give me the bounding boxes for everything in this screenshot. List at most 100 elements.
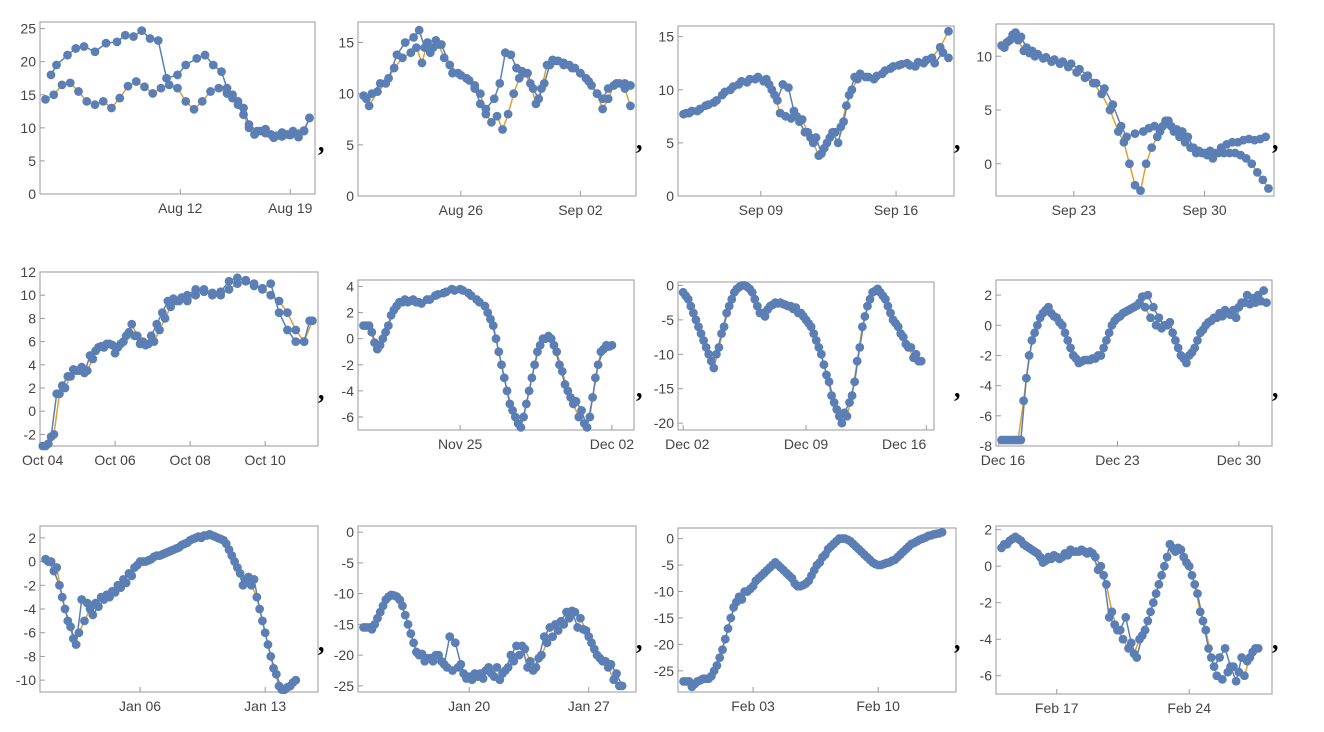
- data-point: [588, 392, 597, 402]
- data-point: [864, 72, 873, 82]
- data-point: [1264, 184, 1273, 193]
- y-tick-label: -20: [654, 415, 674, 431]
- data-point: [233, 96, 243, 106]
- data-point: [687, 682, 697, 692]
- data-point: [1137, 631, 1147, 640]
- data-point: [173, 83, 182, 93]
- data-point: [252, 126, 262, 136]
- data-point: [533, 347, 542, 357]
- y-tick-label: 8: [28, 310, 36, 326]
- data-point: [199, 287, 209, 297]
- data-point: [266, 279, 276, 288]
- data-point: [495, 675, 505, 685]
- data-point: [65, 78, 75, 88]
- data-point: [1241, 153, 1251, 163]
- data-point: [709, 666, 719, 676]
- data-point: [826, 542, 836, 551]
- data-point: [694, 322, 703, 332]
- data-point: [395, 595, 405, 605]
- data-point: [1066, 343, 1075, 353]
- data-point: [1148, 598, 1158, 608]
- data-point: [1130, 180, 1140, 190]
- y-tick-label: 15: [20, 87, 36, 103]
- data-point: [305, 113, 314, 123]
- data-point: [1198, 616, 1208, 626]
- data-point: [524, 386, 534, 396]
- data-point: [217, 67, 226, 77]
- data-point: [578, 624, 588, 634]
- data-point: [750, 294, 760, 304]
- y-tick-label: 4: [28, 357, 36, 373]
- data-point: [291, 325, 301, 335]
- data-point: [1030, 328, 1040, 338]
- data-point: [263, 640, 273, 649]
- data-point: [214, 83, 224, 93]
- data-point: [475, 297, 484, 307]
- y-tick-label: -10: [334, 586, 354, 602]
- data-point: [534, 653, 544, 663]
- data-point: [364, 101, 374, 111]
- x-tick-label: Dec 02: [590, 436, 635, 452]
- separator-comma: ,: [1272, 626, 1279, 655]
- y-tick-label: -2: [980, 347, 993, 363]
- data-point: [1161, 116, 1170, 126]
- data-point: [752, 301, 762, 311]
- data-point: [809, 329, 819, 339]
- data-point: [1253, 643, 1263, 653]
- data-point: [80, 368, 89, 378]
- data-point: [425, 48, 435, 58]
- data-point: [121, 578, 131, 588]
- data-point: [905, 60, 915, 70]
- y-tick-label: -5: [662, 312, 675, 328]
- data-point: [577, 406, 586, 415]
- data-point: [1193, 335, 1202, 345]
- data-point: [82, 96, 92, 106]
- data-point: [612, 79, 621, 88]
- x-tick-label: Sep 02: [558, 202, 603, 218]
- data-point: [938, 48, 948, 57]
- data-point: [860, 312, 870, 321]
- data-point: [1187, 348, 1197, 357]
- y-tick-label: 2: [984, 522, 992, 538]
- separator-comma: ,: [318, 128, 325, 157]
- y-tick-label: 0: [666, 188, 674, 204]
- data-point: [502, 386, 512, 396]
- y-tick-label: -5: [662, 557, 675, 573]
- data-point: [258, 283, 267, 293]
- data-point: [1121, 612, 1131, 622]
- data-point: [475, 89, 485, 99]
- plot-frame: [995, 279, 1273, 447]
- separator-comma: ,: [636, 374, 643, 403]
- data-point: [819, 360, 829, 370]
- data-point: [249, 281, 259, 291]
- data-point: [291, 337, 301, 346]
- x-tick-label: Dec 23: [1095, 452, 1140, 468]
- data-point: [238, 580, 248, 590]
- data-point: [897, 59, 906, 69]
- separator-comma: ,: [1272, 126, 1279, 155]
- y-tick-label: -8: [24, 648, 37, 664]
- data-point: [93, 602, 103, 612]
- data-point: [833, 138, 843, 148]
- data-point: [1016, 536, 1026, 546]
- data-point: [1150, 121, 1159, 131]
- data-point: [271, 669, 281, 679]
- data-point: [453, 68, 463, 78]
- y-tick-label: 2: [984, 287, 992, 303]
- data-point: [696, 329, 706, 339]
- data-point: [576, 68, 585, 78]
- y-tick-label: 0: [984, 156, 992, 172]
- data-point: [687, 106, 697, 116]
- data-point: [891, 318, 900, 328]
- data-point: [724, 301, 734, 311]
- x-tick-label: Feb 10: [856, 698, 900, 714]
- data-point: [406, 48, 416, 58]
- data-point: [528, 666, 538, 675]
- data-point: [1126, 638, 1136, 648]
- data-point: [817, 149, 826, 158]
- data-point: [886, 308, 895, 318]
- data-point: [305, 316, 315, 326]
- data-point: [1091, 78, 1101, 88]
- data-point: [1247, 159, 1257, 169]
- data-point: [82, 598, 92, 608]
